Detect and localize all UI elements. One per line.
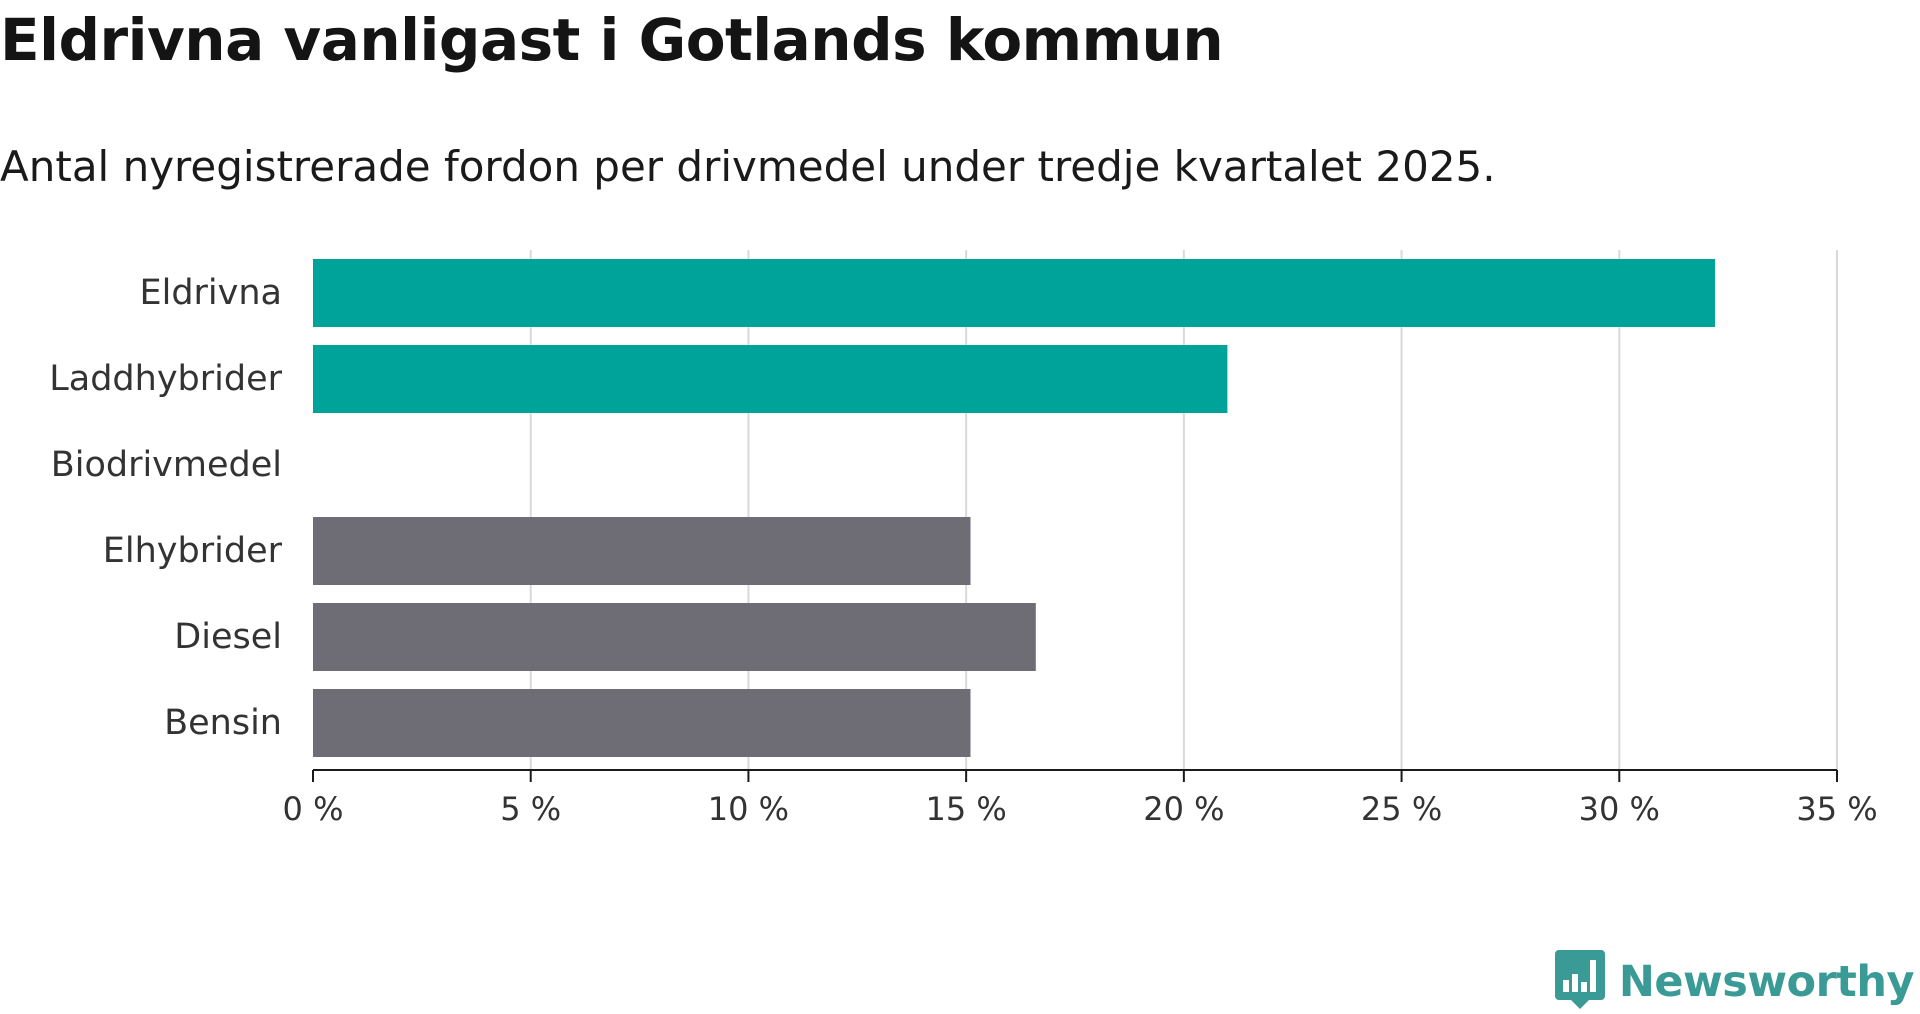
x-tick-label: 5 % (500, 790, 561, 828)
category-labels: Eldrivna Laddhybrider Biodrivmedel Elhybrid… (49, 273, 282, 743)
x-tick-label: 10 % (708, 790, 789, 828)
bar-diesel (313, 603, 1036, 671)
grid-lines (529, 250, 1838, 770)
brand-name: Newsworthy (1618, 957, 1915, 1007)
bar-elhybrider (313, 517, 971, 585)
category-label: Bensin (164, 703, 282, 743)
x-tick-label: 30 % (1579, 790, 1660, 828)
chart-title: Eldrivna vanligast i Gotlands kommun (0, 6, 1224, 74)
category-label: Eldrivna (139, 273, 282, 313)
bar-chart: Eldrivna Laddhybrider Biodrivmedel Elhybrid… (49, 250, 1878, 828)
x-tick-label: 35 % (1796, 790, 1877, 828)
category-label: Laddhybrider (49, 359, 282, 399)
bar-bensin (313, 689, 971, 757)
category-label: Diesel (174, 617, 282, 657)
x-tick-label: 25 % (1361, 790, 1442, 828)
chart-subtitle: Antal nyregistrerade fordon per drivmede… (0, 142, 1496, 191)
bar-laddhybrider (313, 345, 1228, 413)
newsworthy-logo: Newsworthy (1554, 950, 1915, 1014)
category-label: Elhybrider (103, 531, 283, 571)
x-tick-label: 15 % (925, 790, 1006, 828)
newsworthy-logo-icon (1554, 950, 1605, 1014)
x-tick-label: 20 % (1143, 790, 1224, 828)
bar-eldrivna (313, 259, 1716, 327)
x-tick-label: 0 % (283, 790, 344, 828)
x-axis: 0 % 5 % 10 % 15 % 20 % 25 % 30 % 35 % (283, 769, 1878, 828)
category-label: Biodrivmedel (51, 445, 282, 485)
bars (313, 259, 1716, 757)
